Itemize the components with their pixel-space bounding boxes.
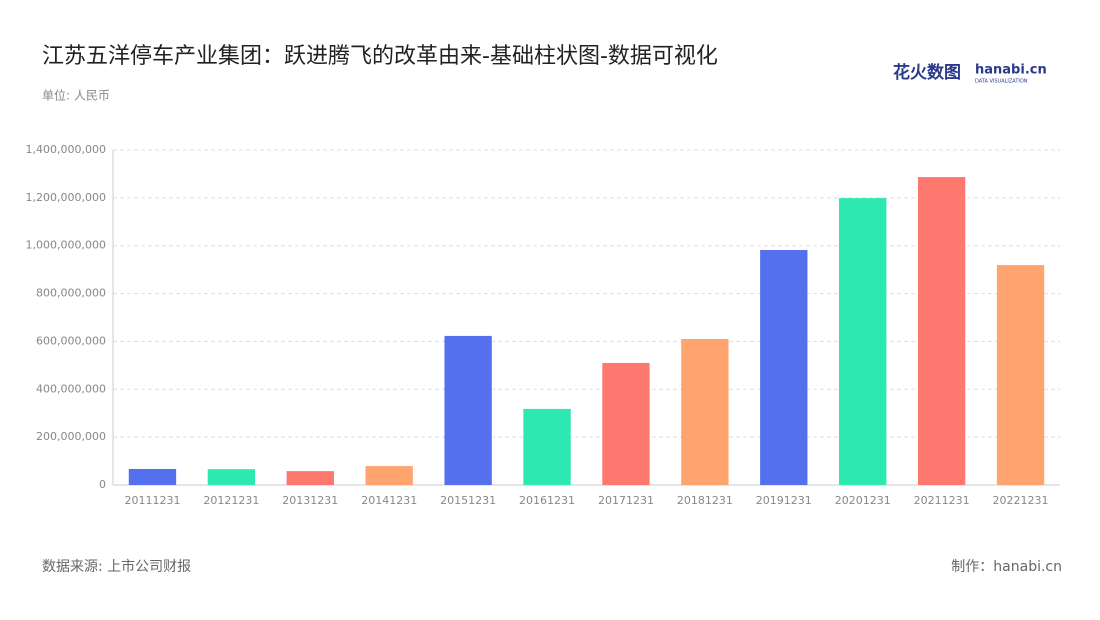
y-tick-label: 1,400,000,000: [26, 143, 106, 156]
x-tick-label: 20121231: [203, 494, 259, 507]
y-tick-label: 0: [99, 478, 106, 491]
source: 数据来源: 上市公司财报: [42, 558, 191, 575]
x-tick-label: 20161231: [519, 494, 575, 507]
credit: 制作：hanabi.cn: [951, 559, 1062, 575]
x-tick-label: 20111231: [124, 494, 180, 507]
y-tick-label: 1,200,000,000: [26, 191, 106, 204]
logo-name: 花火数图: [893, 62, 961, 83]
bar: [523, 408, 571, 485]
y-tick-label: 200,000,000: [36, 430, 106, 443]
x-tick-label: 20201231: [835, 494, 891, 507]
x-tick-label: 20211231: [914, 494, 970, 507]
y-tick-label: 400,000,000: [36, 382, 106, 395]
bar: [444, 335, 492, 485]
x-tick-label: 20191231: [756, 494, 812, 507]
bar: [839, 198, 887, 485]
x-tick-label: 20171231: [598, 494, 654, 507]
chart-title: 江苏五洋停车产业集团：跃进腾飞的改革由来-基础柱状图-数据可视化: [42, 44, 718, 69]
logo-brand: hanabi.cn: [975, 63, 1047, 78]
bar: [681, 339, 729, 485]
bar: [917, 177, 966, 485]
x-tick-label: 20221231: [993, 494, 1049, 507]
bar: [286, 471, 334, 485]
bar: [760, 250, 808, 485]
x-tick-label: 20181231: [677, 494, 733, 507]
y-tick-label: 600,000,000: [36, 334, 106, 347]
unit-label: 单位: 人民币: [42, 88, 110, 103]
y-tick-label: 800,000,000: [36, 287, 106, 300]
y-tick-label: 1,000,000,000: [26, 239, 106, 252]
x-tick-label: 20151231: [440, 494, 496, 507]
x-tick-label: 20141231: [361, 494, 417, 507]
x-tick-label: 20131231: [282, 494, 338, 507]
bar: [365, 466, 413, 485]
bar: [207, 469, 256, 485]
bar: [602, 362, 650, 485]
logo-tagline: DATA VISUALIZATION: [975, 79, 1028, 85]
bar: [996, 265, 1045, 485]
bar: [128, 468, 177, 485]
